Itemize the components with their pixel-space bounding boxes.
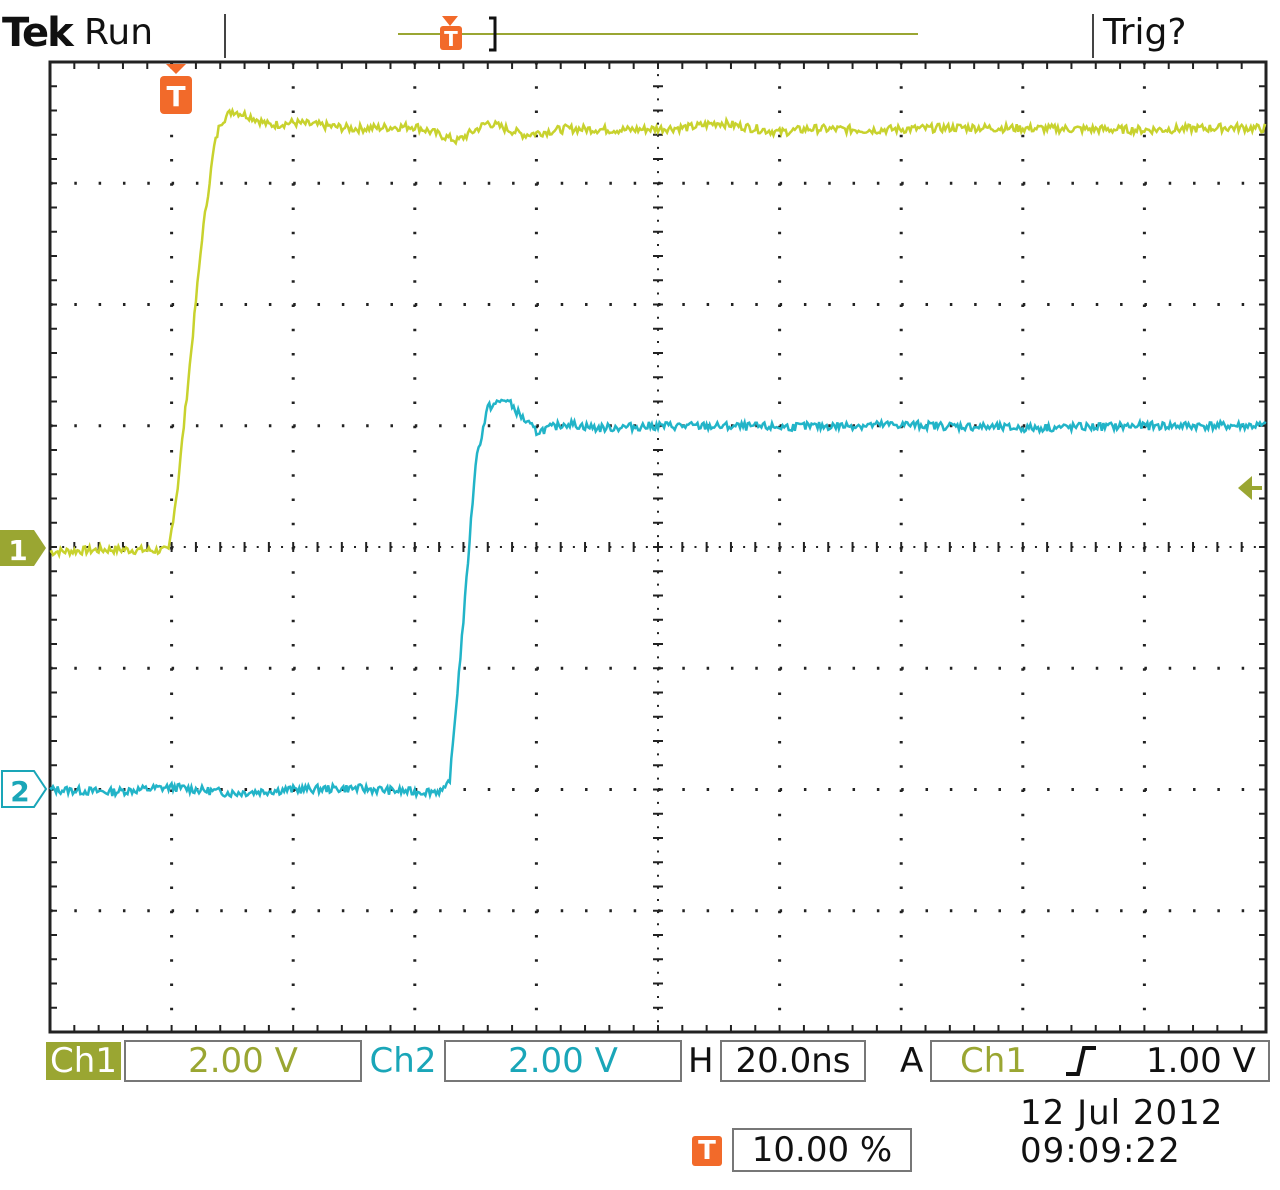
trigger-mode-label: A [900, 1041, 924, 1081]
ch1-trace [49, 106, 1267, 560]
ch1-ground-marker: 1 [0, 530, 46, 567]
rising-edge-icon [1060, 1040, 1100, 1089]
trigger-position-icon: T [692, 1136, 722, 1166]
record-window-bracket [489, 16, 497, 52]
record-trigger-marker: T [440, 16, 462, 51]
horizontal-label: H [688, 1041, 714, 1081]
trigger-position-marker-label: T [166, 80, 185, 113]
ch2-scale: 2.00 V [444, 1040, 682, 1082]
ch1-scale: 2.00 V [124, 1040, 362, 1082]
ch2-trace [49, 398, 1267, 800]
ch2-label: Ch2 [369, 1041, 437, 1081]
ch2-marker-label: 2 [10, 775, 29, 808]
time-readout: 09:09:22 [1020, 1131, 1181, 1171]
trigger-readout [930, 1040, 1270, 1082]
date-readout: 12 Jul 2012 [1020, 1093, 1224, 1133]
trigger-position-marker: T [160, 64, 192, 114]
ch1-marker-label: 1 [8, 534, 27, 567]
horizontal-scale: 20.0ns [720, 1040, 866, 1082]
ch1-label: Ch1 [46, 1042, 121, 1080]
record-trigger-marker-label: T [444, 27, 458, 51]
trigger-status: Trig? [1103, 12, 1187, 53]
trigger-level-arrow-icon [1238, 476, 1262, 500]
brand-logo: Tek [2, 10, 74, 56]
trigger-level: 1.00 V [1146, 1041, 1256, 1081]
header-divider-left [224, 14, 226, 58]
trigger-source: Ch1 [960, 1041, 1027, 1081]
acquisition-state: Run [84, 12, 154, 53]
header-divider-right [1092, 14, 1094, 58]
ch2-ground-marker: 2 [1, 770, 48, 808]
trigger-position-readout: 10.00 % [732, 1128, 912, 1172]
